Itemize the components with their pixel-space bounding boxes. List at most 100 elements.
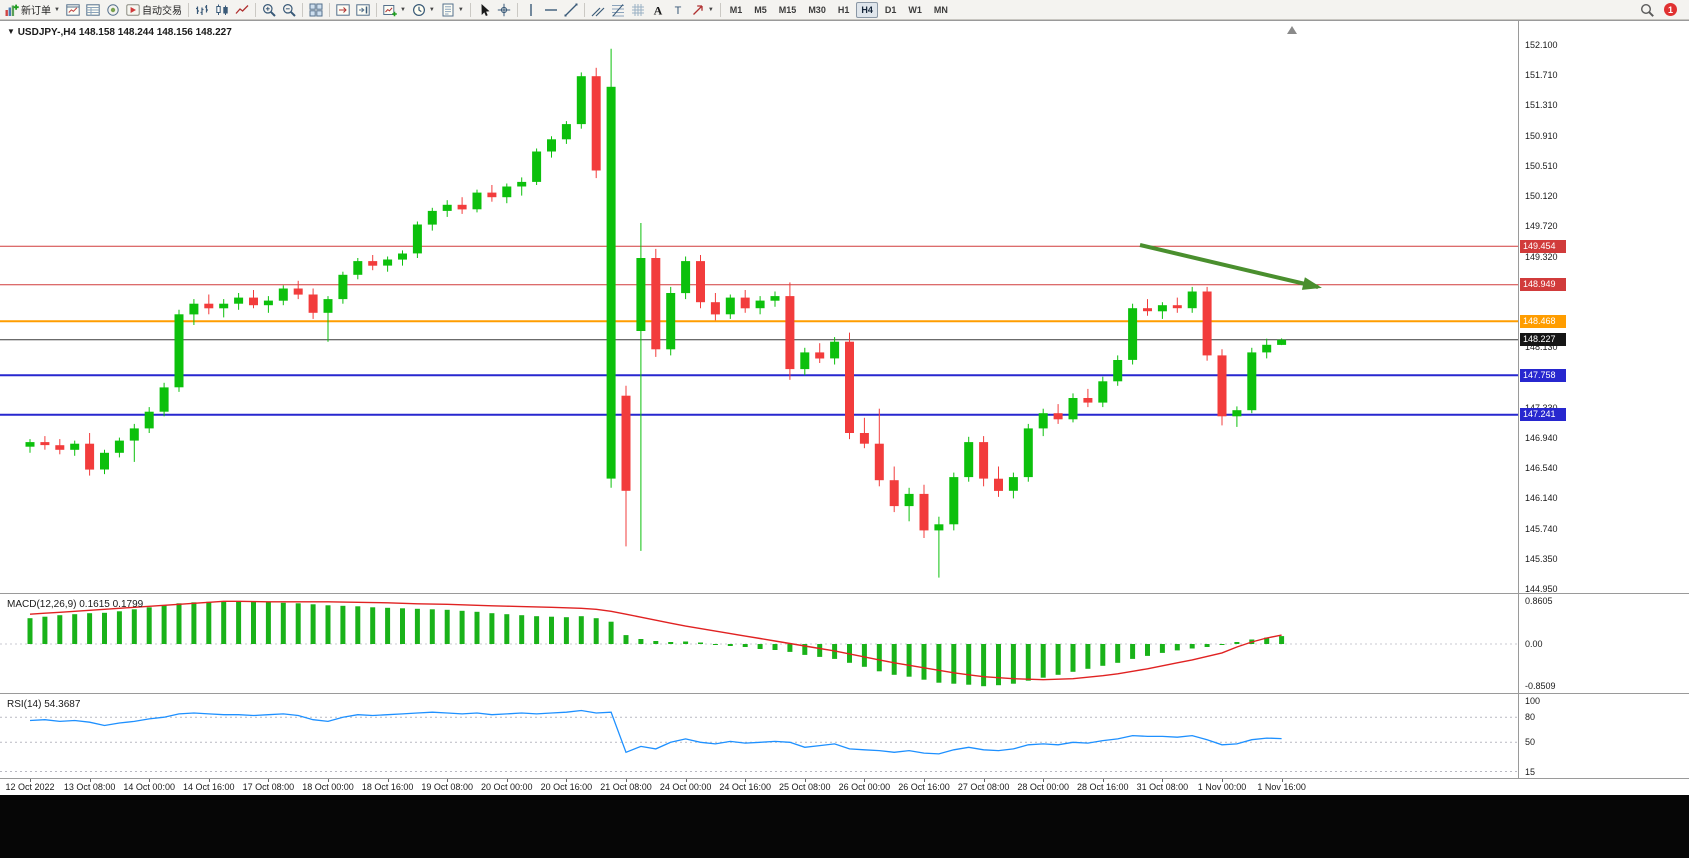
candle-body	[1217, 355, 1227, 417]
candles-mode-button[interactable]	[212, 0, 232, 20]
macd-indicator-panel[interactable]	[0, 593, 1518, 693]
axis-separator	[1519, 693, 1689, 694]
price-tick-label: 149.320	[1525, 251, 1558, 262]
candle-body	[487, 192, 497, 198]
rsi-label: RSI(14) 54.3687	[7, 699, 80, 710]
macd-histogram-bar	[1025, 644, 1031, 681]
new-order-button[interactable]: 新订单 ▼	[2, 0, 63, 20]
hline-icon	[544, 8, 557, 11]
time-tick	[685, 779, 687, 782]
tline-icon	[564, 3, 578, 16]
vertical-line-tool-button[interactable]	[521, 0, 541, 20]
label-tool-button[interactable]: T	[668, 0, 688, 20]
macd-histogram-bar	[295, 603, 301, 644]
fibonacci-tool-button[interactable]	[608, 0, 628, 20]
candle-body	[1157, 305, 1167, 312]
candle-body	[874, 443, 884, 481]
timeframe-d1[interactable]: D1	[884, 4, 897, 15]
time-label: 20 Oct 00:00	[481, 782, 533, 792]
dropdown-arrow-icon[interactable]: ▼	[399, 6, 406, 13]
candle-body	[1187, 291, 1197, 309]
line-mode-button[interactable]	[232, 0, 252, 20]
timeframe-m1[interactable]: M1	[729, 4, 743, 15]
trendline-tool-button[interactable]	[561, 0, 581, 20]
trend-arrow-annotation[interactable]	[1139, 243, 1319, 289]
new-chart-button[interactable]: ▼	[380, 0, 409, 20]
dropdown-arrow-icon[interactable]: ▼	[457, 6, 464, 13]
macd-histogram-bar	[519, 615, 525, 644]
timeframe-m30[interactable]: M30	[808, 4, 826, 15]
macd-histogram-bar	[817, 644, 823, 657]
candle-body	[323, 299, 333, 313]
chart-shift-marker[interactable]	[1287, 26, 1297, 34]
price-tick-label: 144.950	[1525, 584, 1558, 594]
periods-button[interactable]: ▼	[409, 0, 438, 20]
time-tick	[328, 779, 329, 782]
timeframe-m5[interactable]: M5	[754, 4, 767, 15]
time-label: 25 Oct 08:00	[779, 782, 831, 792]
data-window-button[interactable]	[83, 0, 103, 20]
zoom-in-button[interactable]	[259, 0, 279, 20]
label-icon: T	[674, 5, 681, 17]
horizontal-line-tool-button[interactable]	[541, 0, 561, 20]
time-label: 24 Oct 16:00	[719, 782, 771, 792]
grid-tool-button[interactable]	[628, 0, 648, 20]
clock-icon	[412, 3, 425, 16]
dropdown-arrow-icon[interactable]: ▼	[707, 6, 714, 13]
macd-histogram-bar	[563, 617, 569, 644]
chart-profiles-button[interactable]	[63, 0, 83, 20]
notification-badge[interactable]: 1	[1664, 3, 1677, 16]
bars-mode-button[interactable]	[192, 0, 212, 20]
candle-body	[472, 192, 482, 210]
macd-histogram-bar	[534, 616, 540, 644]
autotrading-button[interactable]: 自动交易	[123, 0, 185, 20]
time-tick	[1222, 779, 1223, 782]
candles	[25, 48, 1287, 578]
timeframe-w1[interactable]: W1	[908, 4, 922, 15]
time-tick	[924, 779, 925, 782]
svg-text:A: A	[653, 3, 662, 17]
fibo-icon	[611, 3, 624, 16]
macd-label: MACD(12,26,9) 0.1615 0.1799	[7, 599, 143, 610]
macd-histogram-bar	[27, 618, 33, 644]
timeframe-h1[interactable]: H1	[837, 4, 850, 15]
rsi-line	[29, 709, 1282, 755]
cursor-tool-button[interactable]	[474, 0, 494, 20]
macd-scale-label: 0.8605	[1525, 596, 1553, 607]
text-tool-button[interactable]: A	[648, 0, 668, 20]
time-tick	[208, 779, 210, 782]
one-click-arrow-icon[interactable]: ▼	[7, 27, 15, 36]
auto-scroll-button[interactable]	[353, 0, 373, 20]
candle-body	[189, 303, 199, 315]
crosshair-tool-button[interactable]	[494, 0, 514, 20]
macd-histogram-bar	[1040, 644, 1046, 678]
candle-body	[383, 259, 393, 266]
chart-shift-button[interactable]	[333, 0, 353, 20]
candle-body	[1038, 413, 1048, 429]
sound-alerts-button[interactable]	[103, 0, 123, 20]
timeframe-m15[interactable]: M15	[778, 4, 797, 15]
time-label: 18 Oct 16:00	[361, 782, 414, 792]
macd-histogram-bar	[191, 602, 197, 644]
search-button[interactable]	[1637, 0, 1657, 20]
tile-windows-button[interactable]	[306, 0, 326, 20]
rsi-indicator-panel[interactable]	[0, 693, 1518, 778]
time-label: 21 Oct 08:00	[600, 782, 652, 792]
candle-body	[427, 210, 437, 225]
toolbar-separator	[469, 2, 471, 17]
templates-button[interactable]: ▼	[438, 0, 467, 20]
timeframe-mn[interactable]: MN	[933, 4, 948, 15]
macd-histogram-bar	[996, 644, 1001, 686]
arrows-tool-button[interactable]: ▼	[688, 0, 717, 20]
price-chart-canvas[interactable]	[0, 21, 1518, 593]
channel-tool-button[interactable]	[588, 0, 608, 20]
chart-title: ▼ USDJPY-,H4 148.158 148.244 148.156 148…	[7, 27, 232, 38]
zoom-out-button[interactable]	[279, 0, 299, 20]
timeframe-h4[interactable]: H4	[856, 1, 878, 18]
dropdown-arrow-icon[interactable]: ▼	[54, 6, 60, 13]
dropdown-arrow-icon[interactable]: ▼	[428, 6, 435, 13]
time-tick	[804, 779, 806, 782]
crosshair-icon	[497, 3, 511, 16]
macd-histogram-bar	[102, 612, 107, 644]
search-icon	[1640, 3, 1654, 17]
